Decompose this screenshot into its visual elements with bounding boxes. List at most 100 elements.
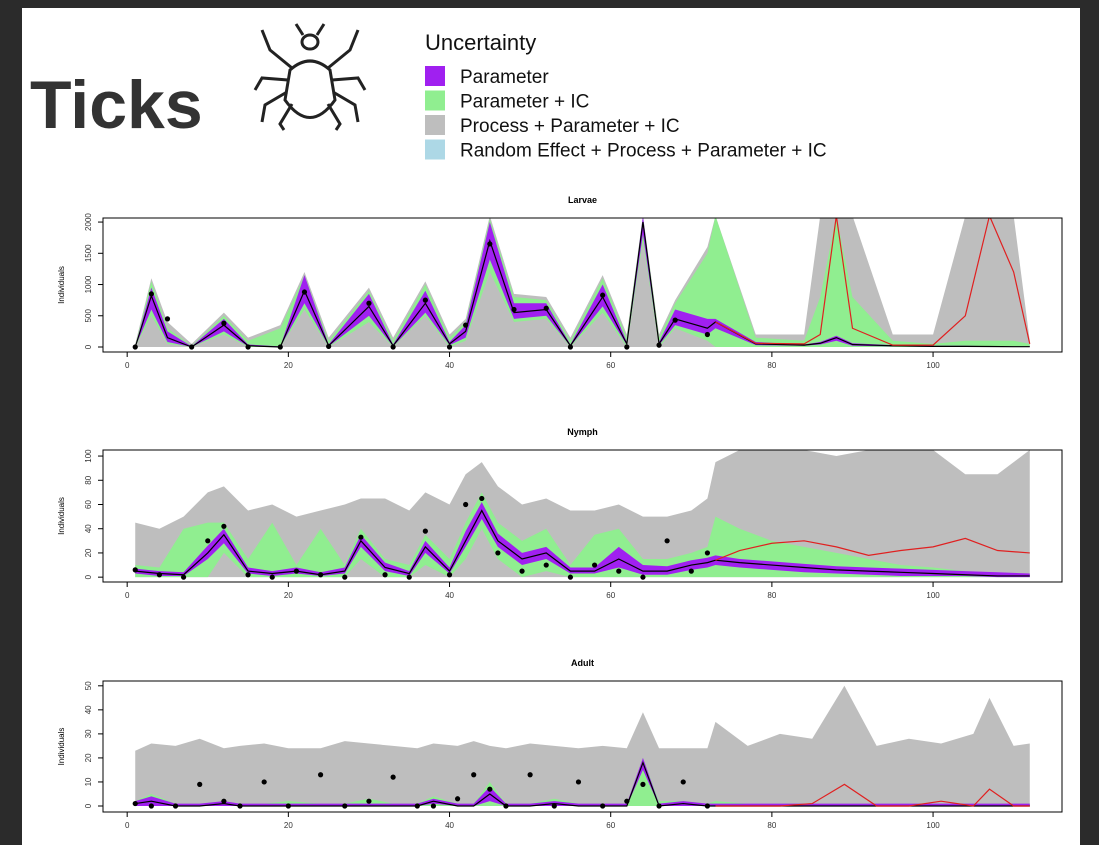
observation [656, 803, 662, 809]
paper [22, 8, 1080, 845]
y-tick-label: 0 [84, 344, 93, 349]
observation [342, 803, 348, 809]
observation [317, 572, 324, 578]
y-tick-label: 20 [84, 548, 93, 557]
observation [430, 803, 437, 809]
y-tick-label: 10 [84, 777, 93, 786]
x-tick-label: 80 [767, 821, 776, 830]
legend-label: Parameter + IC [460, 92, 589, 113]
x-tick-label: 100 [926, 821, 940, 830]
x-tick-label: 80 [767, 361, 776, 370]
x-tick-label: 20 [284, 821, 293, 830]
observation [624, 344, 630, 350]
observation [277, 344, 283, 350]
y-tick-label: 2000 [84, 213, 93, 231]
legend-label: Random Effect + Process + Parameter + IC [460, 141, 827, 162]
observation [656, 342, 662, 348]
legend-title: Uncertainty [425, 30, 536, 55]
observation [527, 772, 533, 778]
observation [519, 568, 525, 574]
observation [148, 291, 154, 297]
observation [575, 779, 582, 785]
observation [156, 572, 163, 578]
observation [317, 772, 324, 778]
y-tick-label: 50 [84, 681, 93, 690]
panel-title: Adult [571, 658, 594, 668]
observation [688, 568, 694, 574]
observation [664, 538, 670, 544]
observation [205, 538, 211, 544]
observation [245, 344, 251, 350]
observation [463, 322, 469, 328]
observation [422, 297, 428, 303]
observation [390, 774, 396, 780]
observation [301, 289, 308, 295]
observation [640, 781, 646, 787]
observation [132, 344, 138, 350]
observation [366, 798, 372, 804]
observation [495, 550, 501, 556]
observation [479, 495, 485, 502]
observation [567, 574, 574, 580]
observation [624, 798, 630, 804]
tick-icon [253, 23, 367, 131]
y-tick-label: 80 [84, 475, 93, 484]
observation [132, 567, 138, 573]
y-tick-label: 1000 [84, 275, 93, 293]
x-tick-label: 20 [284, 591, 293, 600]
uncertainty-band [135, 492, 1030, 578]
plot-area [132, 450, 1030, 580]
observation [382, 572, 388, 578]
observation [189, 344, 195, 350]
observation [471, 772, 477, 778]
observation [640, 574, 646, 580]
panel-title: Nymph [567, 427, 598, 437]
observation [326, 343, 332, 349]
observation [414, 803, 420, 809]
y-tick-label: 30 [84, 729, 93, 738]
observation [454, 796, 461, 802]
observation [366, 300, 372, 306]
observation [591, 562, 598, 568]
legend-label: Process + Parameter + IC [460, 116, 680, 137]
legend-label: Parameter [460, 67, 549, 88]
x-tick-label: 0 [125, 591, 130, 600]
observation [172, 803, 179, 809]
observation [197, 781, 203, 787]
plot-area [132, 218, 1031, 350]
panel: Nymph Individuals 0 20 40 60 80 100 0 20 40 60 80 100 [57, 427, 1063, 600]
y-axis-label: Individuals [57, 266, 66, 304]
x-tick-label: 100 [926, 361, 940, 370]
observation [245, 572, 251, 578]
y-tick-label: 40 [84, 524, 93, 533]
observation [551, 803, 557, 809]
observation [164, 316, 171, 322]
forecast-line [715, 537, 1030, 561]
observation [269, 574, 275, 580]
observation [342, 574, 348, 580]
observation [567, 344, 574, 350]
x-tick-label: 60 [606, 591, 615, 600]
observation [446, 572, 453, 578]
observation [487, 786, 493, 792]
observation [285, 803, 291, 809]
observation [543, 562, 549, 568]
observation [616, 568, 622, 574]
legend: Parameter Parameter + IC Process + Paramet… [425, 66, 827, 162]
y-axis-label: Individuals [57, 728, 66, 766]
observation [543, 305, 549, 311]
observation [293, 568, 300, 574]
observation [463, 501, 469, 508]
y-tick-label: 500 [84, 309, 93, 323]
y-axis-label: Individuals [57, 497, 66, 535]
legend-swatch [425, 139, 445, 160]
header-title: Ticks [30, 67, 203, 143]
y-tick-label: 40 [84, 705, 93, 714]
y-tick-label: 0 [84, 574, 93, 579]
x-tick-label: 40 [445, 821, 454, 830]
plot-frame [102, 449, 1063, 583]
x-tick-label: 80 [767, 591, 776, 600]
panel: Adult Individuals 0 20 40 60 80 100 0 10 20 30 40 50 [57, 658, 1063, 830]
